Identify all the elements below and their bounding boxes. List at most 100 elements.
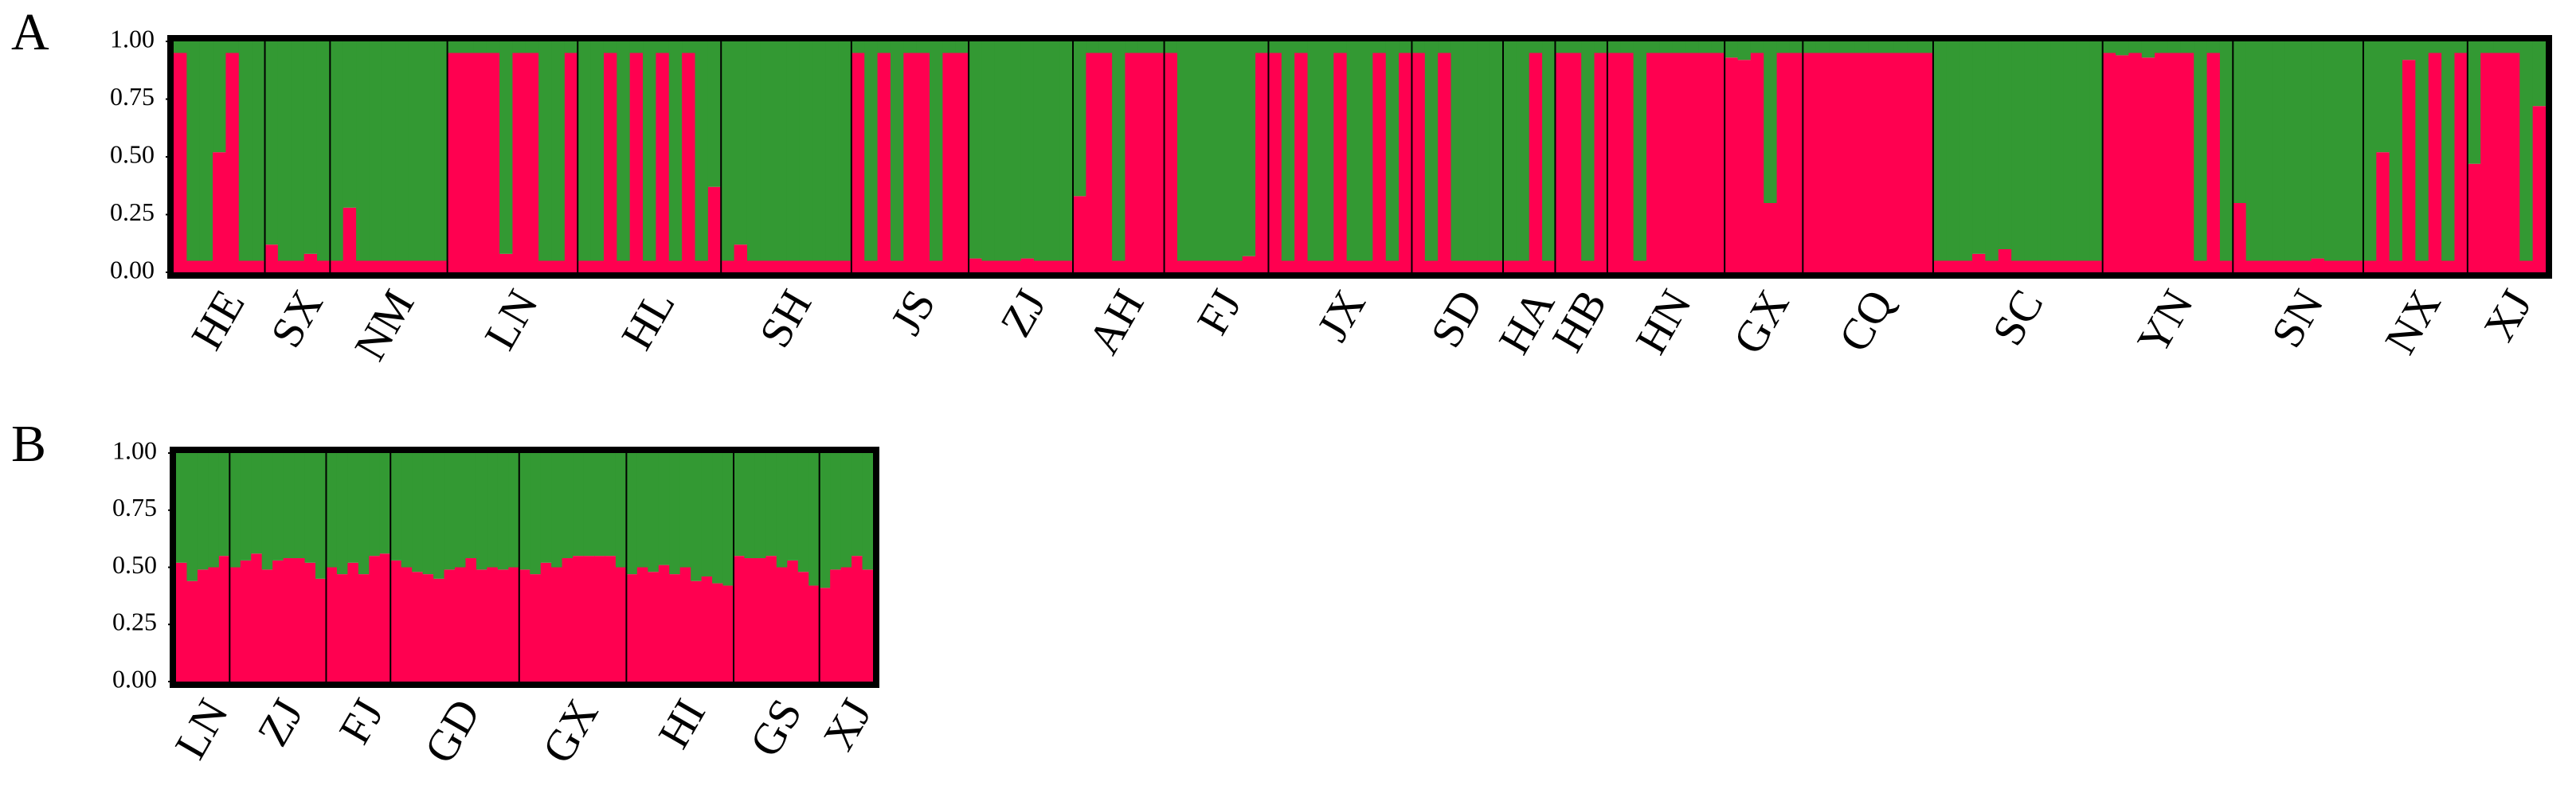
bar-segment [617,260,631,272]
bar-segment [2102,53,2116,272]
bar-segment [315,578,327,682]
bar-segment [744,558,756,682]
bar-segment [460,41,474,53]
bar-segment [629,41,644,53]
bar-segment [942,41,957,53]
y-tick-label: 0.00 [110,255,155,283]
bar-segment [358,453,370,575]
bar-segment [1477,260,1491,272]
bar-segment [1164,53,1178,272]
bar-segment [776,453,788,568]
bar-segment [760,41,774,261]
bar-segment [487,567,499,682]
y-tick-label: 1.00 [112,436,157,464]
bar-segment [903,41,918,53]
bar-segment [734,244,748,272]
bar-segment [1542,41,1556,261]
bar-segment [176,562,188,682]
bar-segment [2428,53,2442,272]
bar-segment [955,53,969,272]
bar-segment [538,260,553,272]
bar-segment [1190,41,1204,261]
bar-segment [2389,260,2403,272]
bar-segment [2272,41,2286,261]
bar-segment [551,453,563,568]
bar-segment [1255,53,1270,272]
bar-segment [1164,41,1178,53]
bar-segment [1086,41,1100,53]
bar-segment [1268,41,1282,53]
bar-segment [1842,53,1856,272]
bar-segment [519,453,530,570]
bar-segment [316,41,331,261]
bar-segment [2415,260,2429,272]
bar-segment [421,260,435,272]
bar-segment [819,588,831,682]
bar-segment [1008,41,1022,261]
bar-segment [1842,41,1856,53]
bar-segment [218,556,230,682]
bar-segment [2519,41,2534,261]
bar-segment [2245,260,2260,272]
bar-segment [583,556,595,682]
bar-segment [395,41,409,261]
bar-segment [734,453,746,557]
bar-segment [530,453,542,575]
bar-segment [1020,41,1035,259]
bar-segment [643,41,657,261]
bar-segment [1620,41,1634,53]
bar-segment [1698,53,1713,272]
bar-segment [890,41,904,261]
bar-segment [1581,260,1595,272]
bar-segment [617,41,631,261]
population-label: HE [182,282,255,358]
bar-segment [1372,41,1387,53]
bar-segment [1764,203,1778,272]
bar-segment [473,53,487,272]
bar-segment [2128,41,2143,53]
bar-segment [812,41,826,261]
bar-segment [1737,60,1752,272]
bar-segment [682,41,696,53]
bar-segment [812,260,826,272]
bar-segment [1972,253,1987,272]
bar-segment [2298,260,2312,272]
bar-segment [412,572,424,682]
bar-segment [1685,41,1700,53]
bar-segment [199,41,213,261]
bar-segment [2467,163,2481,272]
bar-segment [590,260,605,272]
bar-segment [283,453,295,559]
bar-segment [2206,53,2221,272]
population-label: HB [1543,282,1617,360]
population-label: XJ [814,691,882,759]
bar-segment [765,556,777,682]
bar-segment [658,565,670,682]
bar-segment [1868,41,1882,53]
bar-segment [1320,41,1334,261]
bar-segment [1424,260,1439,272]
bar-segment [1893,41,1908,53]
bar-segment [2194,41,2208,261]
bar-segment [577,41,592,261]
bar-segment [648,453,660,572]
plot-frame [170,447,879,688]
bar-segment [199,260,213,272]
bar-segment [851,41,865,53]
bar-segment [1594,41,1608,53]
bar-segment [2063,260,2077,272]
bar-segment [2206,41,2221,53]
bar-segment [2141,41,2155,58]
bar-segment [208,567,220,682]
bar-segment [2441,41,2456,261]
bar-segment [1176,260,1191,272]
bar-segment [1086,53,1100,272]
bar-segment [358,574,370,682]
bar-segment [1985,41,1999,261]
bar-segment [433,578,445,682]
bar-segment [1307,260,1321,272]
bar-segment [1893,53,1908,272]
bar-segment [1216,41,1230,261]
bar-segment [2428,41,2442,53]
bar-segment [1568,41,1582,53]
